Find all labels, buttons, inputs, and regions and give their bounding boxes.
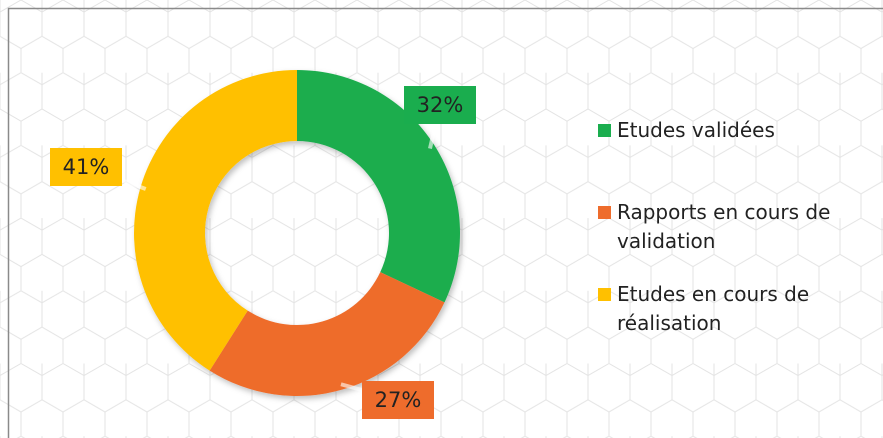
donut-slice	[209, 272, 445, 396]
legend-label: Etudes en cours de réalisation	[617, 282, 810, 335]
donut-slice	[134, 70, 297, 371]
donut-slice	[297, 70, 460, 303]
data-label: 32%	[417, 93, 464, 117]
legend-swatch	[598, 124, 611, 137]
data-label: 41%	[63, 155, 110, 179]
data-label-box	[404, 86, 476, 124]
legend-label: Rapports en cours de validation	[617, 200, 831, 253]
data-label-box	[50, 148, 122, 186]
chart-border	[7, 7, 883, 438]
legend-item: Rapports en cours de validation	[598, 198, 862, 256]
data-label: 27%	[375, 388, 422, 412]
legend-label: Etudes validées	[617, 118, 775, 142]
legend-swatch	[598, 206, 611, 219]
donut	[134, 70, 460, 396]
legend-item: Etudes validées	[598, 116, 862, 145]
data-label-box	[362, 381, 434, 419]
legend-swatch	[598, 288, 611, 301]
legend-item: Etudes en cours de réalisation	[598, 280, 862, 338]
